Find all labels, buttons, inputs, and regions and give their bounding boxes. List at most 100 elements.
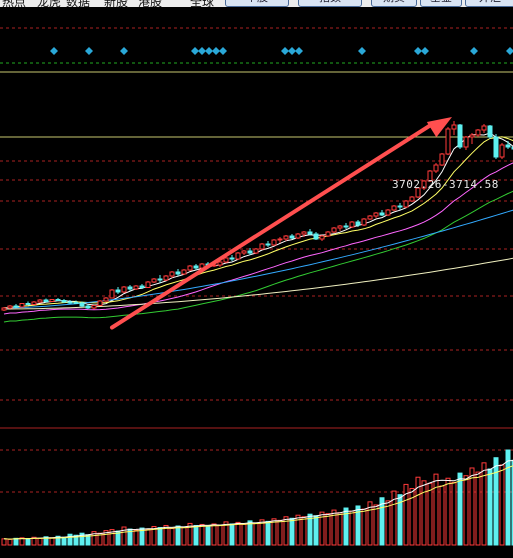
candle	[415, 187, 421, 198]
tab-new-stocks[interactable]: 新股	[104, 0, 129, 7]
tab-data[interactable]: 数据	[66, 0, 91, 7]
candle-body	[403, 200, 409, 208]
candle-body	[157, 278, 163, 281]
signal-diamond	[120, 47, 128, 55]
candle-body	[43, 299, 49, 302]
signal-diamond	[205, 47, 213, 55]
candle	[457, 124, 463, 149]
candle	[379, 210, 385, 216]
candle	[121, 286, 127, 293]
candlestick-series	[1, 121, 513, 311]
volume-bar	[73, 534, 79, 546]
index-button[interactable]: 指数	[298, 0, 362, 7]
candle	[193, 264, 199, 270]
volume-bar	[211, 523, 217, 546]
candle	[1, 307, 7, 311]
volume-bar	[403, 483, 409, 546]
candle	[241, 250, 247, 255]
signal-diamond	[50, 47, 58, 55]
candle-body	[19, 303, 25, 308]
candle-body	[499, 144, 505, 158]
volume-bar	[61, 536, 67, 546]
tab-hot[interactable]: 热点	[2, 0, 27, 7]
candle	[115, 287, 121, 294]
candle	[91, 305, 97, 310]
futures-button[interactable]: 期货	[371, 0, 417, 7]
tab-dragon-tiger[interactable]: 龙虎	[37, 0, 62, 7]
candle	[397, 203, 403, 210]
forex-button[interactable]: 外汇	[465, 0, 513, 7]
volume-bar	[433, 473, 439, 546]
candle-body	[391, 205, 397, 211]
candle-body	[97, 300, 103, 306]
candle-body	[79, 302, 85, 307]
candle-body	[25, 303, 31, 305]
signal-diamond	[85, 47, 93, 55]
candle-body	[457, 124, 463, 148]
candle-body	[319, 235, 325, 240]
volume-bar	[103, 530, 109, 546]
candle	[163, 275, 169, 281]
volume-bar	[289, 517, 295, 546]
grid-lines	[0, 27, 513, 493]
tab-hk-stocks[interactable]: 港股	[138, 0, 163, 7]
candle	[229, 255, 235, 261]
volume-bar	[265, 520, 271, 546]
signal-diamond	[281, 47, 289, 55]
tab-global[interactable]: 全球	[190, 0, 215, 7]
candle	[109, 289, 115, 299]
moving-average-lines	[3, 132, 513, 323]
volume-bar	[361, 508, 367, 546]
candle	[325, 231, 331, 237]
volume-bar	[271, 518, 277, 546]
volume-bar	[427, 482, 433, 546]
volume-bar	[49, 537, 55, 546]
candle	[61, 299, 67, 303]
candle-body	[49, 299, 55, 302]
candle-body	[409, 196, 415, 202]
volume-bar	[421, 480, 427, 546]
candle	[139, 284, 145, 289]
candle	[427, 170, 433, 182]
candle-body	[493, 136, 499, 158]
volume-bar	[349, 510, 355, 546]
candle-body	[445, 128, 451, 155]
candle-body	[1, 307, 7, 311]
candle	[385, 209, 391, 216]
fund-button[interactable]: 基金	[420, 0, 462, 7]
candle	[217, 261, 223, 267]
volume-bar	[67, 533, 73, 546]
volume-bar	[247, 520, 253, 546]
candle	[481, 124, 487, 133]
volume-bar	[337, 512, 343, 546]
ma5-line	[3, 132, 513, 309]
candle-body	[7, 305, 13, 309]
candle	[409, 196, 415, 202]
candle-body	[289, 235, 295, 239]
volume-bar	[205, 526, 211, 546]
volume-bar	[409, 488, 415, 546]
kline-chart[interactable]	[0, 7, 513, 558]
candle-body	[253, 248, 259, 254]
volume-bar	[217, 524, 223, 546]
volume-bar	[499, 464, 505, 546]
volume-bar	[169, 528, 175, 546]
volume-bar	[235, 521, 241, 546]
price-range-annotation: 3702.26-3714.58	[392, 178, 499, 191]
candle-body	[301, 231, 307, 235]
volume-bar	[343, 507, 349, 546]
candle	[259, 243, 265, 250]
signal-diamond	[421, 47, 429, 55]
stock-button[interactable]: 个股	[225, 0, 289, 7]
ma10-line	[3, 136, 513, 309]
volume-bar	[223, 521, 229, 546]
signal-diamond	[414, 47, 422, 55]
candle-body	[439, 153, 445, 166]
candle-body	[127, 286, 133, 290]
signal-diamond	[219, 47, 227, 55]
candle	[469, 133, 475, 144]
candle	[43, 298, 49, 303]
candle-body	[103, 297, 109, 302]
candle-body	[505, 144, 511, 148]
volume-bar	[31, 536, 37, 546]
